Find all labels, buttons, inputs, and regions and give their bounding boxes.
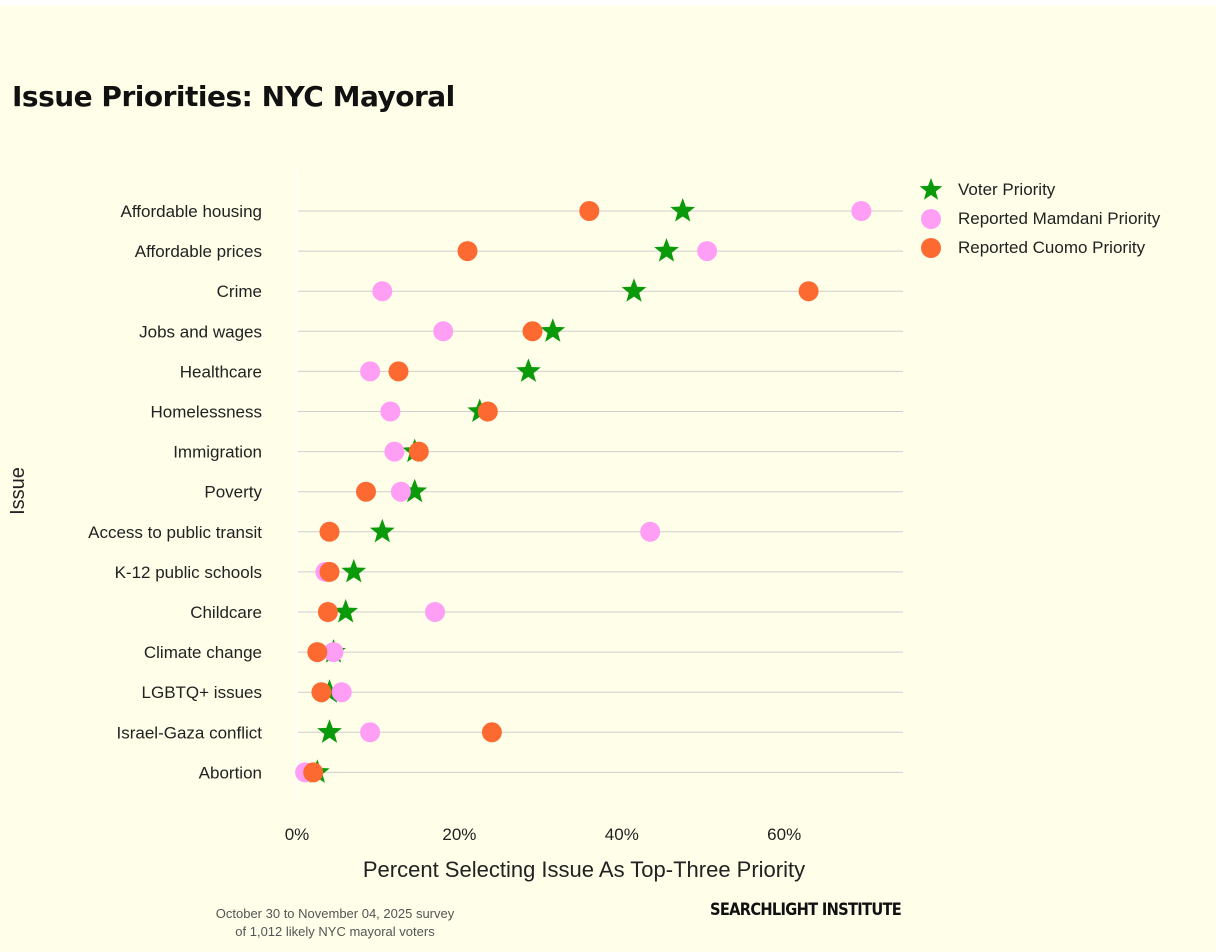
mamdani-priority-dot	[851, 201, 872, 221]
x-tick-label: 40%	[605, 825, 639, 844]
y-tick-label: Poverty	[204, 483, 262, 502]
mamdani-priority-dot	[640, 521, 661, 542]
circle-icon	[918, 206, 944, 232]
y-tick-label: Climate change	[144, 643, 262, 662]
y-tick-label: LGBTQ+ issues	[142, 683, 262, 702]
voter-priority-star-marker	[621, 278, 647, 302]
legend-item-voter: Voter Priority	[918, 175, 1160, 204]
y-tick-label: Crime	[217, 282, 262, 301]
footnote-line-1: October 30 to November 04, 2025 survey	[215, 906, 455, 921]
voter-priority-star-marker	[341, 558, 367, 583]
cuomo-priority-dot	[457, 241, 478, 262]
x-axis-title: Percent Selecting Issue As Top-Three Pri…	[363, 857, 805, 882]
x-tick-label: 20%	[442, 825, 476, 844]
y-tick-label: Affordable prices	[135, 242, 262, 261]
mamdani-priority-dot	[360, 361, 381, 382]
chart-title: Issue Priorities: NYC Mayoral	[12, 80, 455, 113]
y-tick-label: K-12 public schools	[115, 563, 262, 582]
cuomo-priority-dot	[307, 642, 328, 663]
voter-priority-star-marker	[317, 719, 342, 743]
cuomo-priority-dot	[319, 561, 340, 582]
cuomo-priority-dot	[408, 441, 429, 462]
voter-priority-star-marker	[516, 358, 541, 382]
legend: Voter Priority Reported Mamdani Priority…	[918, 175, 1160, 262]
cuomo-priority-dot	[317, 602, 338, 622]
mamdani-priority-dot	[425, 602, 445, 622]
legend-mamdani-marker	[921, 208, 941, 229]
cuomo-priority-dot	[303, 762, 324, 783]
cuomo-priority-dot	[319, 521, 340, 542]
y-tick-label: Homelessness	[151, 403, 263, 422]
y-tick-label: Healthcare	[180, 362, 262, 381]
cuomo-priority-dot	[311, 682, 332, 703]
voter-priority-star-marker	[402, 478, 428, 503]
voter-priority-star-marker	[540, 318, 566, 342]
mamdani-priority-dot	[697, 241, 718, 262]
mamdani-priority-dot	[433, 321, 454, 342]
y-tick-label: Affordable housing	[121, 202, 262, 221]
y-tick-label: Jobs and wages	[139, 322, 262, 341]
y-tick-label: Israel-Gaza conflict	[117, 723, 263, 742]
cuomo-priority-dot	[477, 401, 498, 422]
footnote-line-2: of 1,012 likely NYC mayoral voters	[235, 924, 435, 939]
y-tick-label: Access to public transit	[88, 523, 262, 542]
cuomo-priority-dot	[798, 281, 819, 302]
mamdani-priority-dot	[384, 441, 405, 462]
legend-label-mamdani: Reported Mamdani Priority	[958, 208, 1161, 228]
y-tick-label: Childcare	[190, 603, 262, 622]
voter-priority-star-marker	[654, 238, 679, 262]
legend-item-cuomo: Reported Cuomo Priority	[918, 233, 1160, 262]
circle-icon	[918, 235, 944, 261]
voter-priority-star-marker	[333, 599, 359, 623]
mamdani-priority-dot	[331, 682, 352, 703]
y-axis-title: Issue	[7, 467, 29, 515]
y-tick-label: Abortion	[199, 763, 262, 782]
mamdani-priority-dot	[372, 281, 393, 302]
x-tick-label: 0%	[285, 825, 310, 844]
brand-logo: SEARCHLIGHT INSTITUTE	[710, 900, 902, 920]
y-tick-label: Immigration	[173, 443, 262, 462]
mamdani-priority-dot	[360, 722, 381, 743]
voter-priority-star-marker	[670, 198, 696, 222]
cuomo-priority-dot	[356, 481, 376, 502]
mamdani-priority-dot	[323, 642, 344, 663]
cuomo-priority-dot	[388, 361, 409, 382]
legend-label-cuomo: Reported Cuomo Priority	[958, 237, 1146, 257]
top-band	[0, 0, 1216, 6]
legend-cuomo-marker	[921, 237, 941, 258]
x-tick-label: 60%	[767, 825, 801, 844]
voter-priority-star-marker	[369, 518, 395, 543]
cuomo-priority-dot	[579, 201, 600, 221]
cuomo-priority-dot	[481, 722, 502, 743]
mamdani-priority-dot	[380, 401, 401, 422]
mamdani-priority-dot	[390, 481, 411, 502]
legend-item-mamdani: Reported Mamdani Priority	[918, 204, 1160, 233]
star-icon	[918, 177, 944, 203]
legend-star-marker	[919, 177, 943, 200]
footnote: October 30 to November 04, 2025 survey o…	[170, 905, 500, 941]
cuomo-priority-dot	[522, 321, 543, 342]
legend-label-voter: Voter Priority	[958, 179, 1056, 199]
